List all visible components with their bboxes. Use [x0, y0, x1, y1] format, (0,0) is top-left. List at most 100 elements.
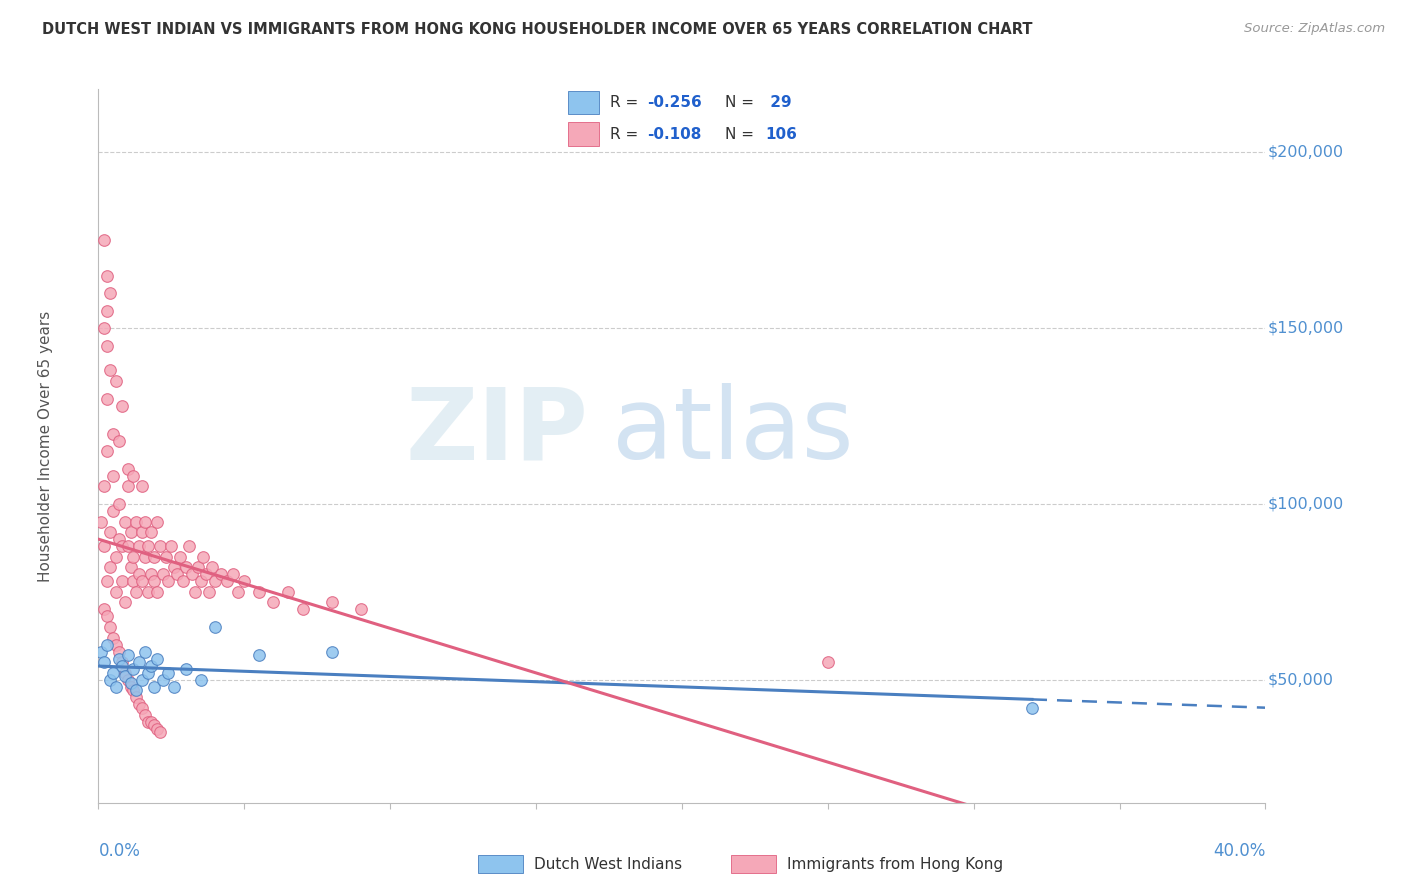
Point [228, 585, 250, 599]
Point [201, 560, 224, 574]
Text: DUTCH WEST INDIAN VS IMMIGRANTS FROM HONG KONG HOUSEHOLDER INCOME OVER 65 YEARS : DUTCH WEST INDIAN VS IMMIGRANTS FROM HON… [42, 22, 1032, 37]
Point [131, 673, 153, 687]
Point [111, 399, 134, 413]
Point [190, 673, 212, 687]
Point [193, 549, 215, 564]
Point [117, 462, 139, 476]
Point [142, 549, 165, 564]
Point [149, 725, 172, 739]
Point [321, 595, 343, 609]
Point [96, 609, 118, 624]
Point [128, 567, 150, 582]
Point [98, 673, 121, 687]
Point [90, 645, 112, 659]
Point [136, 714, 159, 729]
Point [139, 567, 162, 582]
Point [111, 574, 134, 589]
Text: N =: N = [725, 95, 759, 110]
Point [111, 658, 134, 673]
Point [111, 539, 134, 553]
Point [120, 560, 142, 574]
Point [142, 718, 165, 732]
Point [131, 574, 153, 589]
Point [174, 560, 197, 574]
Point [131, 701, 153, 715]
Point [163, 560, 186, 574]
Text: -0.256: -0.256 [647, 95, 702, 110]
Point [198, 585, 221, 599]
Point [1021, 701, 1043, 715]
Text: N =: N = [725, 127, 759, 142]
Point [93, 539, 115, 553]
Point [93, 602, 115, 616]
Text: R =: R = [610, 95, 644, 110]
Point [142, 574, 165, 589]
Text: 106: 106 [765, 127, 797, 142]
Point [146, 722, 169, 736]
Point [114, 595, 136, 609]
Point [177, 539, 200, 553]
Text: 0.0%: 0.0% [98, 842, 141, 860]
Point [108, 532, 131, 546]
Point [96, 638, 118, 652]
Point [120, 680, 142, 694]
Point [104, 680, 127, 694]
Point [139, 714, 162, 729]
Point [204, 620, 226, 634]
Point [163, 680, 186, 694]
Point [111, 655, 134, 669]
Point [98, 286, 121, 301]
Text: atlas: atlas [612, 384, 853, 480]
Point [149, 539, 172, 553]
Point [101, 468, 124, 483]
Point [134, 549, 156, 564]
Point [221, 567, 243, 582]
Point [146, 585, 169, 599]
Point [131, 525, 153, 540]
Point [174, 662, 197, 676]
Point [108, 497, 131, 511]
Bar [731, 855, 776, 873]
Point [195, 567, 218, 582]
Point [104, 374, 127, 388]
Point [155, 549, 177, 564]
Point [104, 585, 127, 599]
Text: ZIP: ZIP [406, 384, 589, 480]
Point [152, 567, 174, 582]
Text: $200,000: $200,000 [1268, 145, 1344, 160]
Point [131, 479, 153, 493]
Point [96, 339, 118, 353]
Point [146, 515, 169, 529]
Point [98, 620, 121, 634]
Point [122, 683, 145, 698]
Point [233, 574, 256, 589]
Point [157, 574, 180, 589]
Text: Householder Income Over 65 years: Householder Income Over 65 years [38, 310, 53, 582]
Point [183, 585, 205, 599]
Point [215, 574, 238, 589]
Point [120, 525, 142, 540]
Point [104, 549, 127, 564]
Point [104, 638, 127, 652]
Text: $100,000: $100,000 [1268, 497, 1344, 511]
Point [128, 655, 150, 669]
Point [120, 676, 142, 690]
Point [136, 585, 159, 599]
Text: Source: ZipAtlas.com: Source: ZipAtlas.com [1244, 22, 1385, 36]
Point [321, 645, 343, 659]
Point [157, 665, 180, 680]
Bar [478, 855, 523, 873]
Point [98, 525, 121, 540]
Point [114, 515, 136, 529]
Point [134, 515, 156, 529]
Point [108, 434, 131, 448]
Point [277, 585, 299, 599]
Point [93, 233, 115, 247]
Point [134, 645, 156, 659]
Text: 29: 29 [765, 95, 792, 110]
Point [96, 574, 118, 589]
Point [125, 585, 148, 599]
Point [169, 549, 191, 564]
Point [114, 665, 136, 680]
Point [98, 560, 121, 574]
